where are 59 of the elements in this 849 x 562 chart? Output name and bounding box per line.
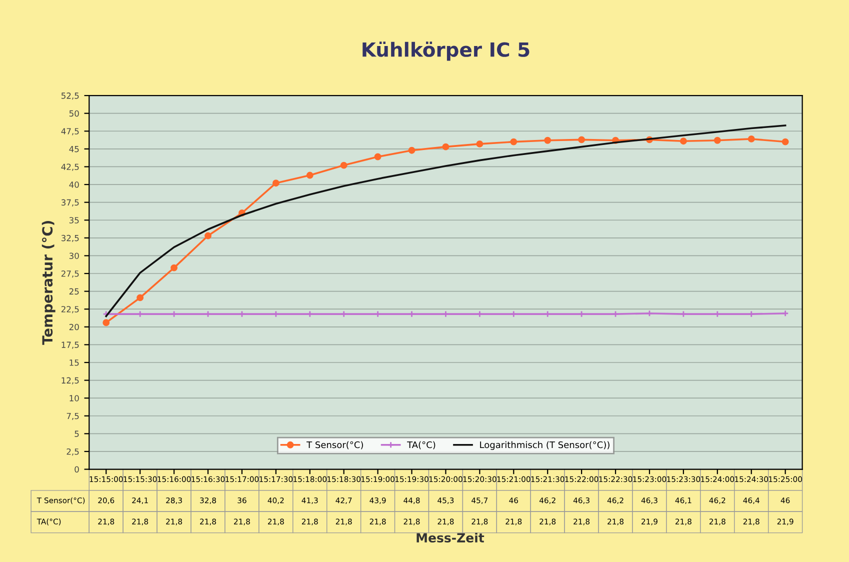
y-tick-label: 42,5: [61, 164, 79, 171]
point: [204, 232, 212, 240]
point: [374, 310, 382, 318]
point: [204, 310, 212, 318]
y-tick-label: 47,5: [61, 128, 79, 136]
point: [136, 310, 144, 318]
y-axis-title: Temperatur (°C): [42, 221, 56, 345]
y-tick-label: 15: [70, 360, 79, 366]
point: [680, 138, 687, 145]
legend-label: Logarithmisch (T Sensor(°C)): [480, 441, 610, 450]
y-tick-label: 2,5: [66, 448, 79, 456]
y-tick-label: 35: [69, 217, 79, 224]
y-tick-label: 40: [69, 182, 79, 188]
point: [306, 310, 314, 318]
y-tick-label: 12,5: [62, 377, 79, 384]
point: [306, 172, 314, 179]
point: [340, 310, 348, 318]
y-tick-label: 45: [69, 146, 79, 152]
y-tick-label: 27,5: [61, 270, 79, 278]
point: [374, 153, 382, 160]
point: [272, 180, 280, 187]
point: [476, 140, 484, 148]
y-tick-label: 37,5: [62, 199, 79, 206]
y-tick-label: 32,5: [62, 234, 79, 242]
y-tick-label: 20: [69, 324, 79, 330]
y-tick-label: 30: [69, 252, 79, 259]
point: [442, 143, 450, 150]
point: [714, 136, 721, 144]
point: [748, 135, 755, 142]
x-axis-title: Mess-Zeit: [416, 532, 484, 543]
point: [544, 310, 552, 318]
y-tick-label: 25: [69, 288, 79, 295]
legend-label: TA(°C): [407, 441, 436, 450]
chart-title: Kühlkörper IC 5: [362, 42, 530, 61]
y-tick-label: 10: [70, 395, 79, 402]
y-tick-label: 50: [69, 110, 79, 117]
point: [612, 310, 619, 318]
point: [578, 136, 586, 144]
y-tick-label: 17,5: [62, 342, 79, 349]
point: [102, 319, 110, 326]
legend-label: T Sensor(°C): [306, 441, 363, 450]
point: [544, 136, 552, 144]
point: [136, 294, 144, 302]
point: [170, 264, 178, 272]
point: [748, 310, 755, 318]
point: [646, 310, 653, 317]
point: [442, 310, 450, 318]
point: [476, 310, 484, 318]
point: [408, 146, 416, 154]
y-tick-label: 22,5: [61, 306, 79, 314]
point: [510, 138, 518, 146]
point: [340, 162, 348, 169]
y-tick-label: 7,5: [66, 412, 79, 420]
point: [782, 138, 789, 146]
y-tick-label: 52,5: [62, 92, 79, 100]
point: [510, 310, 518, 318]
y-tick-label: 0: [74, 466, 79, 473]
point: [408, 310, 416, 318]
y-tick-label: 5: [74, 430, 79, 437]
